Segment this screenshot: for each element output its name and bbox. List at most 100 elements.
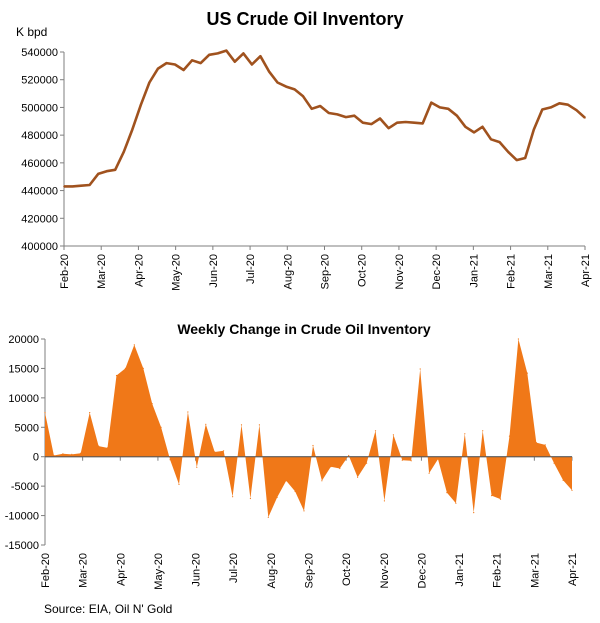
chart1-data-point: [285, 85, 287, 88]
chart1-data-point: [191, 59, 193, 62]
chart2-data-point: [223, 450, 225, 452]
chart1-data-point: [319, 105, 322, 107]
chart1-xtick-label: Sep-20: [320, 254, 332, 289]
chart2-xtick-label: Oct-20: [341, 553, 353, 586]
chart2-data-point: [142, 367, 144, 369]
chart1-xtick-label: Jul-20: [245, 254, 257, 284]
chart2-xtick-label: Dec-20: [416, 553, 428, 588]
chart2-xtick-label: Feb-20: [40, 553, 52, 588]
chart1-data-point: [567, 103, 569, 106]
chart2-data-point: [491, 495, 493, 497]
chart2-data-point: [419, 368, 421, 370]
chart1-data-point: [165, 62, 168, 64]
chart2-data-point: [285, 480, 287, 482]
chart2-data-point: [482, 430, 484, 432]
chart2-xtick-label: Aug-20: [266, 553, 278, 588]
chart1-data-point: [533, 128, 535, 131]
chart1-data-point: [105, 170, 108, 172]
chart1-data-point: [71, 185, 74, 188]
chart2-data-point: [106, 447, 109, 449]
chart1-xtick-label: Jun-20: [208, 254, 220, 288]
chart1-data-point: [276, 81, 279, 84]
chart2-data-point: [71, 453, 73, 455]
chart2-ytick-label: -5000: [11, 481, 39, 493]
chart1-data-point: [541, 108, 544, 111]
chart2-data-point: [115, 374, 118, 377]
chart2-xtick-label: Jun-20: [191, 553, 203, 587]
chart1-data-point: [302, 95, 304, 98]
chart1-data-point: [234, 60, 236, 63]
chart2-data-point: [517, 338, 520, 340]
chart2-data-point: [267, 516, 269, 518]
chart1-data-point: [353, 114, 356, 117]
chart2-data-point: [410, 460, 412, 462]
chart2-data-point: [357, 476, 359, 478]
chart2-data-point: [232, 496, 234, 498]
chart1-ytick-label: 500000: [21, 102, 58, 114]
chart1-title: US Crude Oil Inventory: [206, 9, 403, 29]
source-note: Source: EIA, Oil N' Gold: [44, 602, 173, 616]
chart1-data-point: [507, 151, 509, 153]
chart1-data-point: [370, 123, 373, 125]
chart1-xtick-label: Aug-20: [282, 254, 294, 289]
chart2-data-point: [339, 467, 341, 470]
chart2-data-point: [124, 367, 126, 369]
chart2-data-point: [303, 510, 305, 512]
chart1-data-point: [97, 173, 99, 175]
chart2-ytick-label: 15000: [8, 363, 39, 375]
chart1-data-point: [140, 103, 142, 106]
chart1-data-point: [490, 138, 492, 141]
chart1-data-point: [421, 122, 424, 125]
chart2-data-point: [374, 430, 377, 432]
chart1-data-point: [88, 184, 91, 186]
chart1-data-point: [63, 185, 65, 188]
chart1-data-point: [404, 121, 407, 123]
chart2-data-point: [392, 434, 394, 436]
chart1-xtick-label: Jan-21: [468, 254, 480, 288]
chart2-data-point: [428, 472, 430, 474]
chart1-data-point: [524, 157, 526, 159]
chart2-data-point: [401, 459, 403, 461]
chart2-xtick-label: Nov-20: [379, 553, 391, 588]
chart1-data-point: [225, 49, 228, 52]
chart2-xtick-label: Jan-21: [454, 553, 466, 587]
chart2-data-point: [98, 445, 100, 447]
chart1-data-point: [199, 62, 202, 64]
chart2-data-point: [562, 479, 564, 481]
chart1-data-point: [464, 126, 467, 128]
chart1-data-point: [430, 101, 433, 104]
chart1-data-point: [362, 121, 364, 124]
chart2-data-point: [348, 454, 350, 457]
chart1-data-point: [242, 52, 245, 55]
chart2-data-point: [249, 497, 251, 500]
chart1-data-point: [387, 127, 390, 129]
chart1-xtick-label: Apr-20: [133, 254, 145, 287]
chart1-plot: 540000 520000 500000 480000 460000 440000 4200…: [21, 47, 592, 291]
chart1-data-point: [157, 67, 159, 70]
chart2-data-point: [178, 483, 180, 485]
chart2-ytick-label: 20000: [8, 334, 39, 346]
chart2-data-point: [553, 462, 555, 464]
chart2-xtick-label: Mar-21: [529, 553, 541, 588]
chart1-data-point: [413, 121, 416, 124]
chart2-series-area: [45, 339, 572, 518]
chart1-data-point: [80, 184, 82, 187]
chart2-data-point: [499, 498, 502, 500]
chart1-data-point: [439, 106, 441, 109]
chart2-data-point: [571, 489, 573, 491]
chart1-data-point: [123, 151, 125, 153]
chart1-data-point: [293, 88, 296, 91]
chart2-data-point: [294, 490, 296, 492]
chart1-xtick-label: Mar-21: [543, 254, 555, 289]
chart1-data-point: [456, 114, 458, 117]
chart2-xtick-label: Feb-21: [492, 553, 504, 588]
chart1-ytick-label: 420000: [21, 213, 58, 225]
chart1-data-point: [515, 159, 518, 161]
chart2-data-point: [526, 372, 528, 374]
chart2-data-point: [89, 412, 91, 414]
chart2-data-point: [169, 459, 171, 461]
chart1-xtick-label: May-20: [171, 254, 183, 291]
chart2-data-point: [44, 412, 46, 414]
chart1-data-point: [447, 108, 450, 110]
